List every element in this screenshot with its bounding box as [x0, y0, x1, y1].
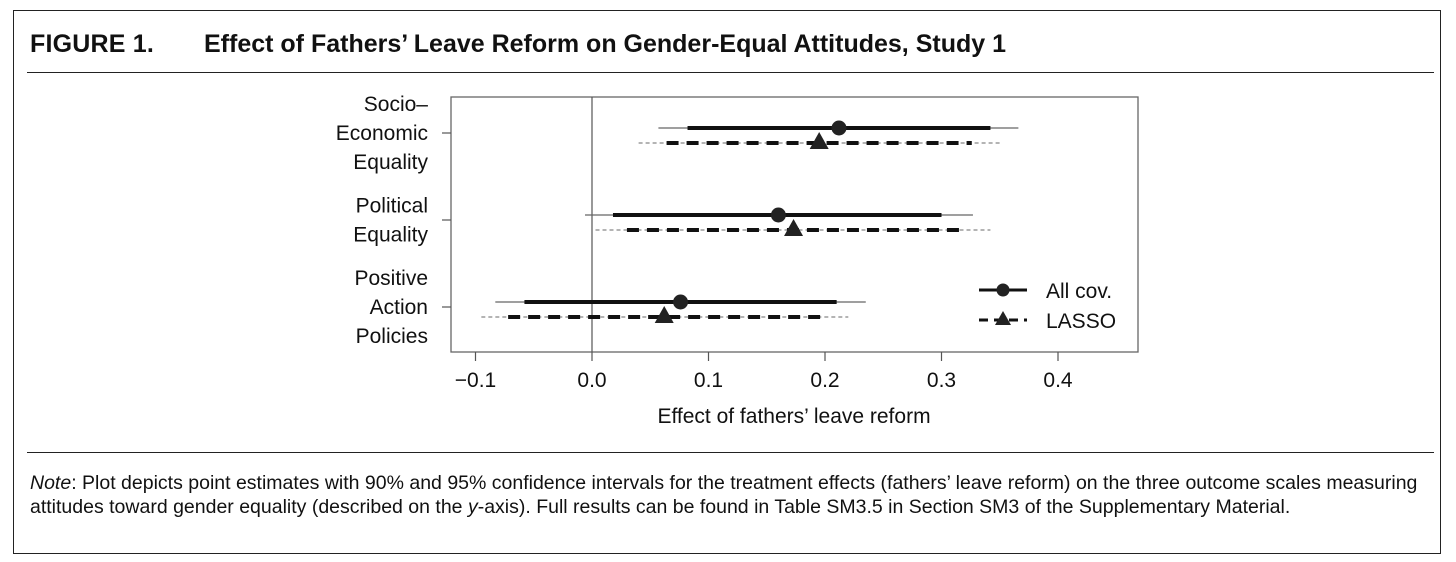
estimate-point-circle [770, 207, 786, 223]
y-category-label: Political [356, 195, 428, 218]
x-axis-label: Effect of fathers’ leave reform [657, 405, 930, 428]
plot-area-border [450, 96, 1139, 353]
legend-label: All cov. [1046, 280, 1112, 303]
x-tick-label: 0.0 [577, 369, 606, 392]
legend-label: LASSO [1046, 310, 1116, 333]
y-category-label: Policies [356, 325, 428, 348]
legend-marker-circle [996, 283, 1010, 297]
x-tick-label: 0.1 [694, 369, 723, 392]
note-text-1: : Plot depicts point estimates with 90% … [30, 472, 1418, 518]
note-y-axis: y [467, 496, 478, 518]
figure-note: Note: Plot depicts point estimates with … [30, 471, 1425, 519]
figure-label: FIGURE 1. [30, 30, 155, 58]
x-tick-label: 0.3 [927, 369, 956, 392]
y-category-label: Economic [336, 122, 428, 145]
x-tick-label: −0.1 [455, 369, 496, 392]
y-category-label: Equality [353, 224, 428, 247]
estimate-point-triangle [654, 306, 674, 323]
estimate-point-triangle [809, 132, 829, 149]
y-category-label: Positive [354, 267, 428, 290]
y-category-label: Socio– [364, 93, 429, 116]
coefficient-plot: −0.1 0.0 0.1 0.2 0.3 0.4 Effect of fathers’ le… [336, 93, 1139, 428]
title-rule [27, 72, 1434, 73]
figure-title: Effect of Fathers’ Leave Reform on Gende… [204, 30, 1006, 58]
figure-frame [13, 10, 1441, 554]
x-tick-label: 0.2 [810, 369, 839, 392]
estimate-point-circle [831, 120, 847, 136]
x-tick-label: 0.4 [1043, 369, 1073, 392]
note-text-2: -axis). Full results can be found in Tab… [477, 496, 1291, 518]
estimate-point-triangle [784, 219, 804, 236]
y-category-label: Equality [353, 151, 428, 174]
estimate-point-circle [673, 294, 689, 310]
note-lead: Note [30, 472, 72, 494]
y-category-label: Action [370, 296, 428, 319]
note-rule [27, 452, 1434, 453]
legend-marker-triangle [995, 311, 1011, 325]
